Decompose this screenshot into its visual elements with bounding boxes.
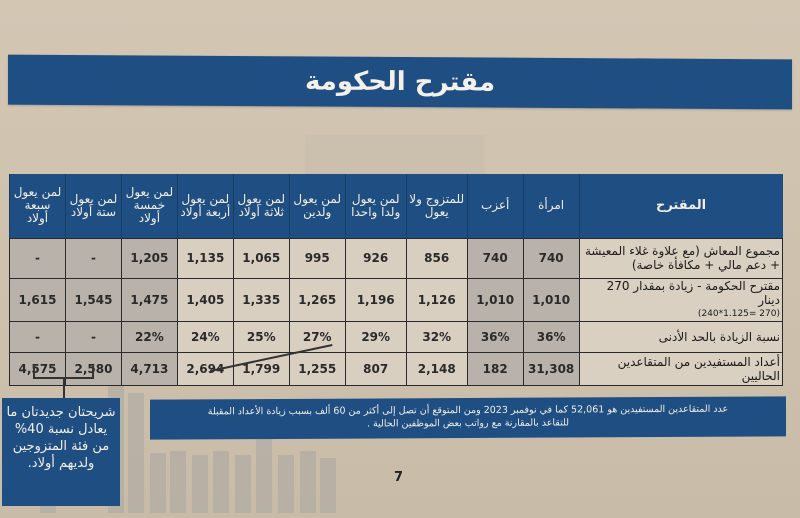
header-one-child: لمن يعول ولدا واحدا <box>344 174 407 238</box>
cell-woman: 1,010 <box>522 277 580 322</box>
table-header-row: المقترح امرأة أعزب للمتزوج ولا يعول لمن … <box>9 174 783 238</box>
cell-four-children: 1,135 <box>176 237 234 279</box>
header-six-children: لمن يعول ستة أولاد <box>65 174 122 238</box>
new-brackets-text: شريحتان جديدتان ما يعادل نسبة 40% من فئة… <box>6 405 116 471</box>
decorative-block <box>305 135 485 175</box>
connector-line <box>92 366 94 378</box>
proposal-table-container: المقترح امرأة أعزب للمتزوج ولا يعول لمن … <box>9 174 784 386</box>
decorative-bar <box>320 458 336 513</box>
cell-five-children: 1,475 <box>120 277 178 322</box>
cell-two-children: 1,265 <box>288 277 346 322</box>
table-row-increase-percentage: نسبة الزيادة بالحد الأدنى 36% 36% 32% 29… <box>9 320 784 353</box>
decorative-bar <box>278 455 294 513</box>
cell-one-child: 29% <box>344 320 407 353</box>
cell-one-child: 1,196 <box>344 277 407 322</box>
new-brackets-callout: شريحتان جديدتان ما يعادل نسبة 40% من فئة… <box>2 398 120 506</box>
cell-three-children: 1,065 <box>232 237 290 279</box>
cell-one-child: 807 <box>344 351 407 386</box>
cell-two-children: 1,255 <box>288 351 346 386</box>
page-number: 7 <box>394 470 404 485</box>
title-banner: مقترح الحكومة <box>8 54 792 110</box>
cell-woman: 740 <box>522 237 580 279</box>
decorative-bar <box>150 453 166 513</box>
cell-four-children: 2,694 <box>176 351 234 386</box>
cell-married: 1,126 <box>405 277 468 322</box>
header-woman: امرأة <box>522 174 580 238</box>
cell-three-children: 1,335 <box>232 277 290 322</box>
table-row-beneficiaries: أعداد المستفيدين من المتقاعدين الحاليين … <box>9 351 784 386</box>
table-row-total-pension: مجموع المعاش (مع علاوة غلاء المعيشة + دع… <box>9 237 784 279</box>
cell-woman: 36% <box>522 320 580 353</box>
cell-six-children: - <box>65 320 122 353</box>
header-proposal: المقترح <box>578 174 783 238</box>
cell-seven-children: 1,615 <box>9 277 66 322</box>
cell-married: 2,148 <box>405 351 468 386</box>
cell-five-children: 1,205 <box>120 237 178 279</box>
header-single: أعزب <box>466 174 524 238</box>
header-four-children: لمن يعول أربعة أولاد <box>176 174 234 238</box>
page-title: مقترح الحكومة <box>304 66 496 98</box>
cell-five-children: 22% <box>120 320 178 353</box>
table-row-government-proposal: مقترح الحكومة - زيادة بمقدار 270 دينار (… <box>9 277 784 322</box>
cell-married: 856 <box>405 237 468 279</box>
connector-line <box>33 366 35 378</box>
cell-seven-children: - <box>9 237 66 279</box>
beneficiaries-note-callout: عدد المتقاعدين المستفيدين هو 52,061 كما … <box>150 396 786 440</box>
cell-four-children: 1,405 <box>176 277 234 322</box>
cell-single: 740 <box>466 237 524 279</box>
row-label-formula: (270 =1.125*240) <box>697 308 780 319</box>
row-label: نسبة الزيادة بالحد الأدنى <box>578 320 784 353</box>
cell-three-children: 25% <box>232 320 290 353</box>
cell-married: 32% <box>405 320 468 353</box>
decorative-bar <box>192 455 208 513</box>
cell-five-children: 4,713 <box>120 351 178 386</box>
cell-single: 182 <box>466 351 524 386</box>
row-label: مقترح الحكومة - زيادة بمقدار 270 دينار (… <box>578 277 784 322</box>
proposal-table: المقترح امرأة أعزب للمتزوج ولا يعول لمن … <box>9 174 784 386</box>
cell-seven-children: 4,575 <box>9 351 66 386</box>
row-label: أعداد المستفيدين من المتقاعدين الحاليين <box>578 351 784 386</box>
cell-two-children: 995 <box>288 237 346 279</box>
header-married-no-dependents: للمتزوج ولا يعول <box>405 174 468 238</box>
decorative-bar <box>213 451 229 513</box>
decorative-bar <box>128 393 144 513</box>
cell-woman: 31,308 <box>522 351 580 386</box>
cell-four-children: 24% <box>176 320 234 353</box>
header-two-children: لمن يعول ولدين <box>288 174 346 238</box>
cell-single: 1,010 <box>466 277 524 322</box>
header-five-children: لمن يعول خمسة أولاد <box>120 174 178 238</box>
cell-one-child: 926 <box>344 237 407 279</box>
connector-line <box>63 377 65 398</box>
header-seven-children: لمن يعول سبعة أولاد <box>9 174 66 238</box>
decorative-bar <box>170 451 186 513</box>
header-three-children: لمن يعول ثلاثة أولاد <box>232 174 290 238</box>
cell-six-children: 1,545 <box>65 277 122 322</box>
decorative-bar <box>300 451 316 513</box>
cell-six-children: - <box>65 237 122 279</box>
cell-three-children: 1,799 <box>232 351 290 386</box>
cell-single: 36% <box>466 320 524 353</box>
cell-seven-children: - <box>9 320 66 353</box>
row-label: مجموع المعاش (مع علاوة غلاء المعيشة + دع… <box>578 237 784 279</box>
decorative-bar <box>235 455 251 513</box>
row-label-main: مقترح الحكومة - زيادة بمقدار 270 دينار <box>606 278 780 307</box>
